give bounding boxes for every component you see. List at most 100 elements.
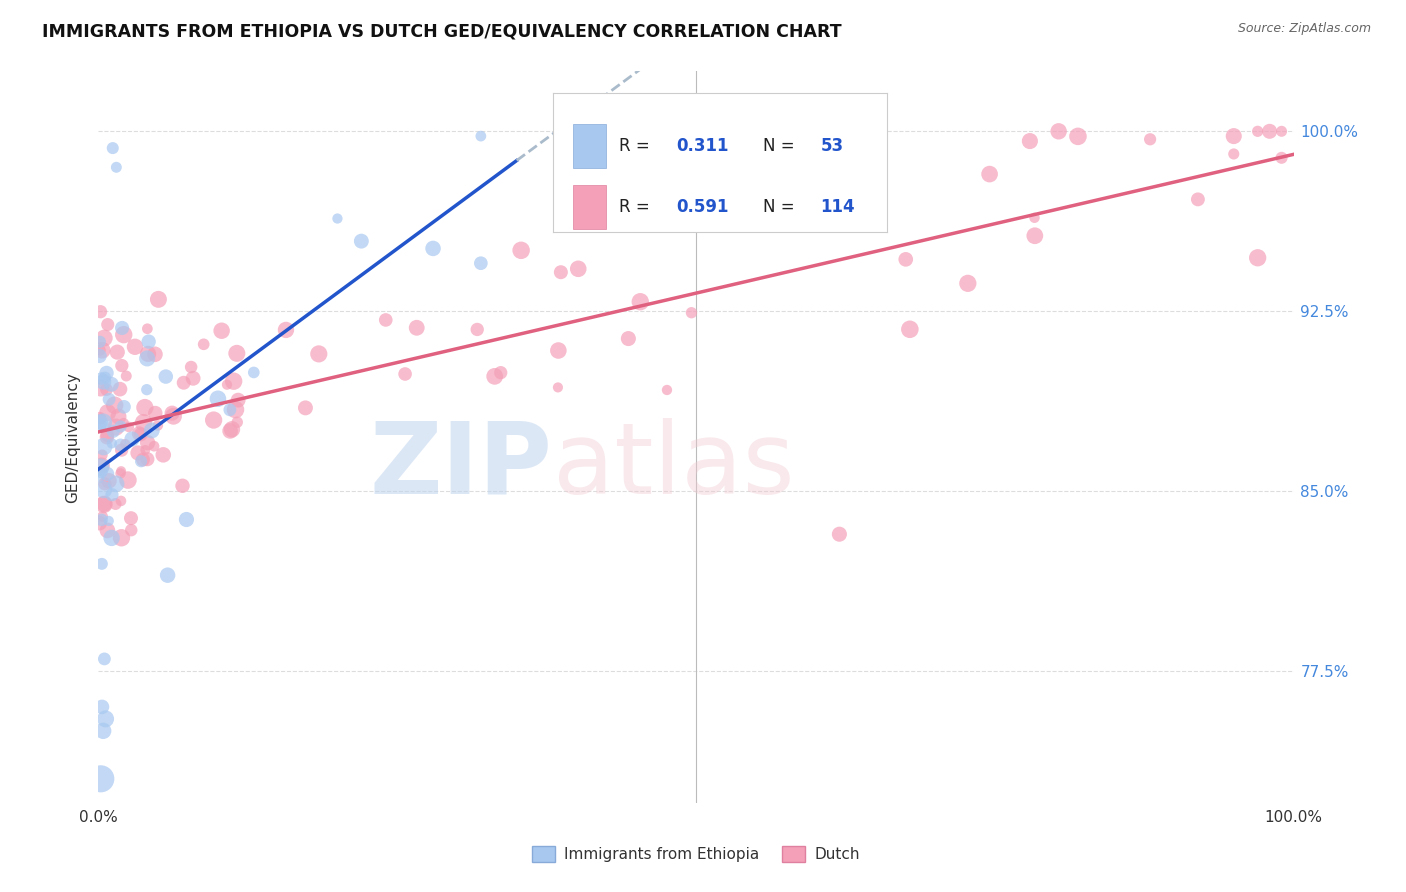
Point	[160, 406, 183, 420]
Point	[1187, 193, 1209, 207]
Point	[207, 392, 229, 406]
Point	[146, 418, 169, 433]
Point	[89, 471, 111, 485]
Point	[112, 416, 135, 430]
Point	[274, 323, 297, 337]
Text: atlas: atlas	[553, 417, 794, 515]
Point	[96, 430, 118, 444]
Point	[118, 420, 141, 434]
Point	[89, 349, 111, 363]
Point	[181, 371, 204, 385]
Point	[394, 367, 416, 381]
Point	[114, 437, 136, 451]
Point	[93, 331, 115, 345]
Point	[90, 465, 112, 479]
Point	[465, 322, 488, 336]
Point	[110, 467, 132, 481]
Point	[550, 265, 572, 279]
Point	[807, 205, 830, 219]
Point	[94, 712, 117, 726]
Point	[180, 359, 202, 374]
Point	[422, 242, 444, 256]
Point	[91, 699, 114, 714]
Point	[489, 366, 512, 380]
Point	[374, 313, 396, 327]
Point	[129, 427, 152, 442]
Point	[105, 161, 128, 175]
Point	[100, 377, 122, 392]
Point	[91, 509, 114, 524]
Point	[979, 167, 1001, 181]
Point	[98, 392, 121, 407]
Point	[470, 129, 492, 144]
Point	[215, 377, 238, 392]
Point	[110, 438, 132, 452]
Point	[350, 234, 373, 248]
Point	[96, 428, 118, 442]
Point	[1247, 251, 1270, 265]
Point	[226, 393, 249, 408]
Point	[484, 369, 506, 384]
Point	[104, 497, 127, 511]
Point	[617, 332, 640, 346]
Point	[89, 334, 111, 349]
Point	[90, 772, 112, 786]
Point	[894, 252, 917, 267]
Point	[129, 454, 152, 468]
Point	[105, 476, 128, 491]
Point	[143, 406, 166, 420]
Point	[1024, 211, 1046, 225]
Point	[225, 346, 247, 360]
Point	[202, 413, 225, 427]
Point	[211, 324, 233, 338]
Point	[120, 523, 142, 537]
Point	[124, 340, 146, 354]
Point	[90, 417, 112, 431]
Point	[828, 527, 851, 541]
Point	[148, 293, 170, 307]
Point	[117, 473, 139, 487]
Point	[138, 334, 160, 349]
Point	[93, 415, 115, 429]
Point	[100, 531, 122, 545]
Point	[97, 318, 120, 332]
Point	[136, 452, 159, 467]
Point	[96, 383, 118, 397]
Point	[294, 401, 316, 415]
Point	[219, 424, 242, 438]
Point	[90, 371, 112, 385]
Point	[134, 401, 156, 415]
Point	[155, 369, 177, 384]
Point	[127, 446, 149, 460]
Point	[96, 366, 118, 380]
Point	[470, 256, 492, 270]
Point	[101, 141, 124, 155]
Point	[111, 321, 134, 335]
Point	[132, 416, 155, 430]
Point	[93, 498, 115, 512]
Point	[135, 383, 157, 397]
Y-axis label: GED/Equivalency: GED/Equivalency	[65, 372, 80, 502]
Point	[681, 306, 703, 320]
Point	[115, 369, 138, 384]
Point	[243, 366, 266, 380]
Point	[111, 359, 134, 373]
Point	[193, 337, 215, 351]
Point	[96, 524, 118, 538]
Point	[91, 343, 114, 358]
Point	[1223, 129, 1246, 144]
Point	[1067, 129, 1090, 144]
Point	[110, 531, 132, 545]
Point	[132, 452, 155, 467]
Point	[1223, 147, 1246, 161]
Point	[143, 439, 166, 453]
Text: IMMIGRANTS FROM ETHIOPIA VS DUTCH GED/EQUIVALENCY CORRELATION CHART: IMMIGRANTS FROM ETHIOPIA VS DUTCH GED/EQ…	[42, 22, 842, 40]
Point	[219, 402, 242, 417]
Point	[308, 347, 330, 361]
Point	[110, 494, 132, 508]
Point	[89, 411, 111, 425]
Point	[90, 458, 112, 473]
Text: ZIP: ZIP	[370, 417, 553, 515]
Point	[405, 320, 427, 334]
Point	[156, 568, 179, 582]
